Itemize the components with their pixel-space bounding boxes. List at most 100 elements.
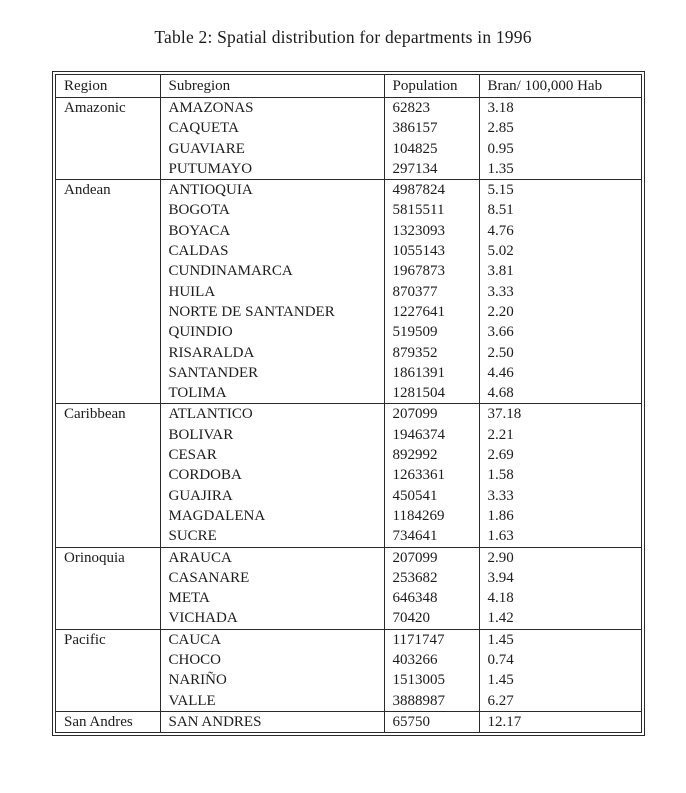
table-row: TOLIMA 1281504 4.68 <box>56 383 641 404</box>
subregion-cell: CAQUETA <box>159 118 384 139</box>
rate-cell: 37.18 <box>478 403 641 425</box>
rate-cell: 6.27 <box>478 690 641 712</box>
rate-cell: 2.50 <box>478 342 641 363</box>
rate-cell: 2.69 <box>478 445 641 466</box>
table-row: Pacific CAUCA 1171747 1.45 <box>56 628 641 712</box>
population-cell: 1323093 <box>383 220 479 242</box>
subregion-cell: GUAJIRA <box>159 485 384 506</box>
subregion-cell: GUAVIARE <box>159 138 384 159</box>
header-row: Region Subregion Population Bran/ 100,00… <box>56 75 641 98</box>
subregion-cell: RISARALDA <box>159 342 384 363</box>
table-row: SANTANDER 1861391 4.46 <box>56 362 641 384</box>
rate-cell: 1.63 <box>478 526 641 548</box>
table-caption: Table 2: Spatial distribution for depart… <box>154 27 532 47</box>
population-cell: 1184269 <box>383 505 479 527</box>
rate-cell: 1.58 <box>478 465 641 486</box>
table-row: MAGDALENA 1184269 1.86 <box>56 505 641 527</box>
subregion-cell: CALDAS <box>159 241 384 262</box>
region-cell: Orinoquia <box>56 546 160 630</box>
subregion-cell: CASANARE <box>159 567 384 589</box>
subregion-cell: ARAUCA <box>159 546 384 568</box>
population-cell: 1861391 <box>383 362 479 384</box>
subregion-cell: CESAR <box>159 445 384 466</box>
subregion-cell: BOLIVAR <box>159 424 384 446</box>
rate-cell: 5.15 <box>478 179 641 201</box>
population-cell: 1055143 <box>383 241 479 262</box>
rate-cell: 0.74 <box>478 650 641 671</box>
rate-cell: 3.33 <box>478 485 641 506</box>
subregion-cell: ANTIOQUIA <box>159 179 384 201</box>
column-header-population: Population <box>383 75 479 98</box>
population-cell: 70420 <box>383 608 479 630</box>
population-cell: 1513005 <box>383 670 479 691</box>
subregion-cell: HUILA <box>159 281 384 302</box>
population-cell: 207099 <box>383 546 479 568</box>
subregion-cell: QUINDIO <box>159 322 384 343</box>
rate-cell: 5.02 <box>478 241 641 262</box>
subregion-cell: VALLE <box>159 690 384 712</box>
table-row: PUTUMAYO 297134 1.35 <box>56 158 641 180</box>
table-row: Amazonic AMAZONAS 62823 3.18 <box>56 96 641 180</box>
population-cell: 519509 <box>383 322 479 343</box>
table-row: CHOCO 403266 0.74 <box>56 650 641 671</box>
subregion-cell: CUNDINAMARCA <box>159 261 384 282</box>
column-header-rate: Bran/ 100,000 Hab <box>478 75 641 98</box>
rate-cell: 2.21 <box>478 424 641 446</box>
subregion-cell: ATLANTICO <box>159 403 384 425</box>
table-row: META 646348 4.18 <box>56 588 641 609</box>
population-cell: 1227641 <box>383 301 479 323</box>
table-row: SUCRE 734641 1.63 <box>56 526 641 548</box>
table-row: CASANARE 253682 3.94 <box>56 567 641 589</box>
table-row: VALLE 3888987 6.27 <box>56 690 641 712</box>
table-row: BOLIVAR 1946374 2.21 <box>56 424 641 446</box>
table-row: HUILA 870377 3.33 <box>56 281 641 302</box>
rate-cell: 2.90 <box>478 546 641 568</box>
rate-cell: 2.85 <box>478 118 641 139</box>
spatial-distribution-table: Region Subregion Population Bran/ 100,00… <box>56 75 641 733</box>
rate-cell: 1.45 <box>478 670 641 691</box>
population-cell: 879352 <box>383 342 479 363</box>
rate-cell: 1.35 <box>478 158 641 180</box>
population-cell: 5815511 <box>383 200 479 221</box>
table-row: CORDOBA 1263361 1.58 <box>56 465 641 486</box>
population-cell: 207099 <box>383 403 479 425</box>
rate-cell: 0.95 <box>478 138 641 159</box>
subregion-cell: AMAZONAS <box>159 97 384 119</box>
population-cell: 65750 <box>383 710 479 733</box>
table-row: QUINDIO 519509 3.66 <box>56 322 641 343</box>
subregion-cell: CAUCA <box>159 628 384 651</box>
population-cell: 297134 <box>383 158 479 180</box>
subregion-cell: MAGDALENA <box>159 505 384 527</box>
rate-cell: 12.17 <box>478 710 641 733</box>
table-row: GUAJIRA 450541 3.33 <box>56 485 641 506</box>
table-row: Andean ANTIOQUIA 4987824 5.15 <box>56 179 641 404</box>
rate-cell: 4.18 <box>478 588 641 609</box>
subregion-cell: BOYACA <box>159 220 384 242</box>
rate-cell: 1.42 <box>478 608 641 630</box>
rate-cell: 8.51 <box>478 200 641 221</box>
subregion-cell: NORTE DE SANTANDER <box>159 301 384 323</box>
rate-cell: 1.86 <box>478 505 641 527</box>
table-row: VICHADA 70420 1.42 <box>56 608 641 630</box>
table-row: CALDAS 1055143 5.02 <box>56 241 641 262</box>
population-cell: 1263361 <box>383 465 479 486</box>
subregion-cell: NARIÑO <box>159 670 384 691</box>
subregion-cell: VICHADA <box>159 608 384 630</box>
rate-cell: 2.20 <box>478 301 641 323</box>
column-header-subregion: Subregion <box>159 75 384 98</box>
table-row: BOYACA 1323093 4.76 <box>56 220 641 242</box>
rate-cell: 1.45 <box>478 628 641 651</box>
subregion-cell: BOGOTA <box>159 200 384 221</box>
table-row: BOGOTA 5815511 8.51 <box>56 200 641 221</box>
table-row: San Andres SAN ANDRES 65750 12.17 <box>56 710 641 733</box>
rate-cell: 4.68 <box>478 383 641 404</box>
table-body: Amazonic AMAZONAS 62823 3.18 CAQUETA 386157 2.… <box>56 96 641 733</box>
subregion-cell: TOLIMA <box>159 383 384 404</box>
subregion-cell: SAN ANDRES <box>159 710 384 733</box>
table-outer-border: Region Subregion Population Bran/ 100,00… <box>52 71 645 737</box>
population-cell: 104825 <box>383 138 479 159</box>
table-row: RISARALDA 879352 2.50 <box>56 342 641 363</box>
subregion-cell: SANTANDER <box>159 362 384 384</box>
rate-cell: 3.18 <box>478 97 641 119</box>
